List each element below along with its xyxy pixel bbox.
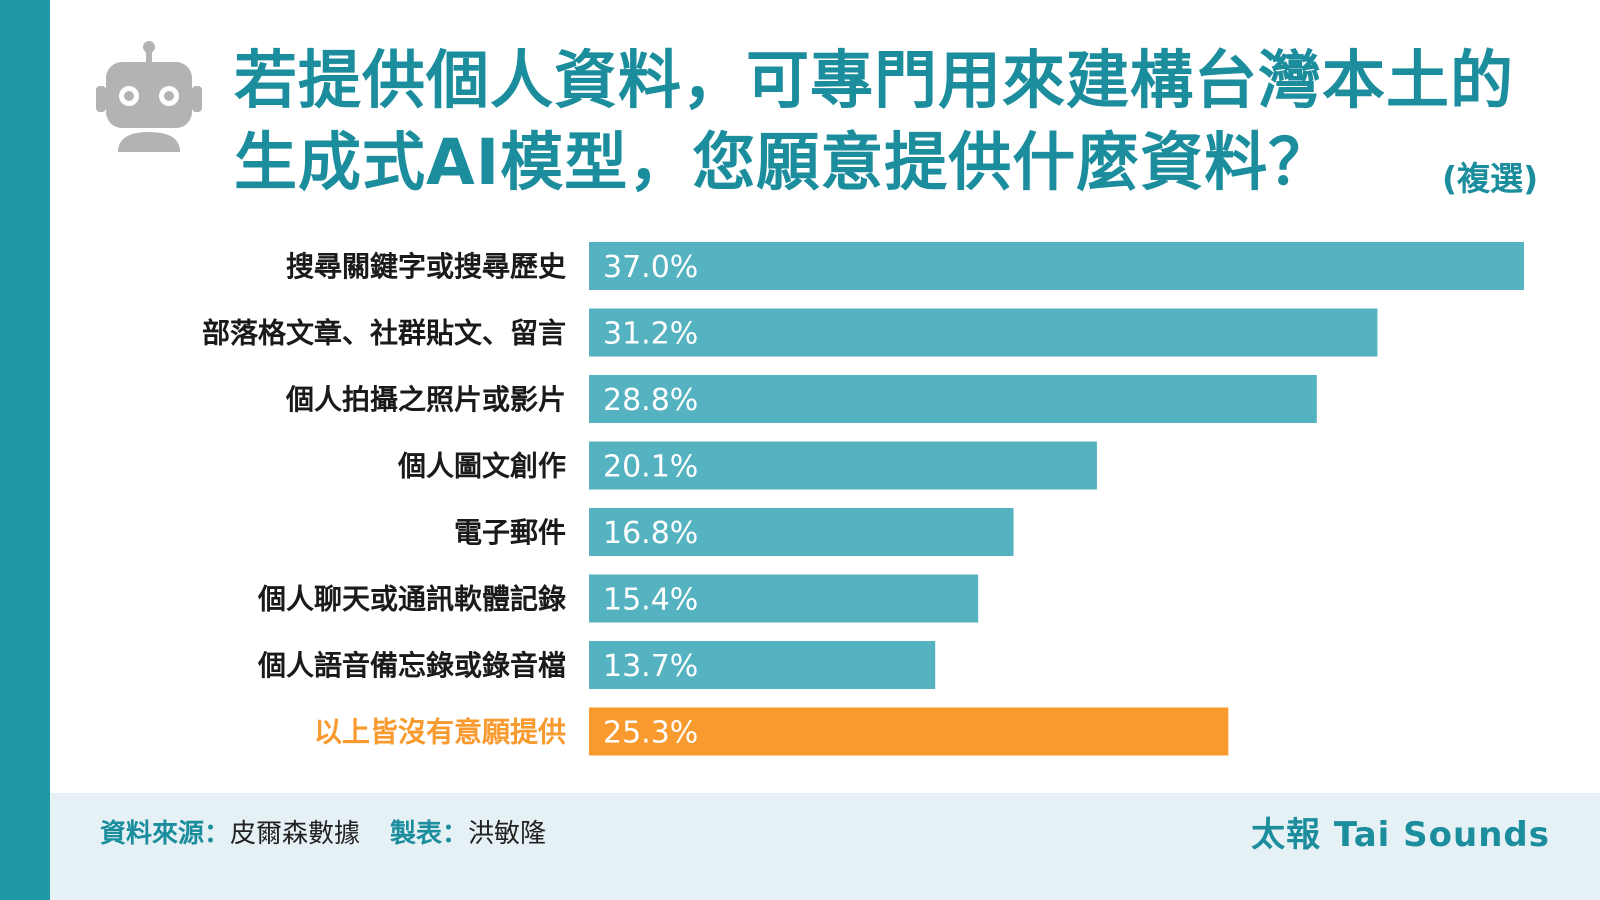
maker-key: 製表： — [390, 819, 469, 849]
bar-chart: 搜尋關鍵字或搜尋歷史 37.0% 部落格文章、社群貼文、留言 31.2% 個人拍攝之照片… — [202, 242, 1524, 756]
bar-2 — [589, 375, 1317, 423]
category-label-1: 部落格文章、社群貼文、留言 — [202, 317, 566, 350]
category-label-5: 個人聊天或通訊軟體記錄 — [257, 583, 566, 616]
source-credit: 資料來源：皮爾森數據 製表：洪敏隆 — [100, 813, 546, 850]
value-label-4: 16.8% — [603, 516, 698, 551]
value-label-6: 13.7% — [603, 649, 698, 684]
robot-icon — [96, 41, 202, 152]
footer: 資料來源：皮爾森數據 製表：洪敏隆 太報 Tai Sounds — [50, 793, 1600, 900]
value-label-3: 20.1% — [603, 450, 698, 485]
bar-6 — [589, 641, 936, 689]
value-label-7: 25.3% — [603, 716, 698, 751]
brand-logo-text: 太報 Tai Sounds — [1251, 815, 1550, 855]
chart-title: 若提供個人資料，可專門用來建構台灣本土的 生成式AI模型，您願意提供什麼資料？ — [234, 40, 1554, 204]
category-label-6: 個人語音備忘錄或錄音檔 — [257, 649, 566, 682]
bar-5 — [589, 574, 979, 623]
category-label-3: 個人圖文創作 — [397, 450, 566, 483]
source-value: 皮爾森數據 — [230, 819, 361, 849]
bar-4 — [589, 508, 1014, 556]
category-label-7: 以上皆沒有意願提供 — [314, 716, 566, 749]
title-line-2: 生成式AI模型，您願意提供什麼資料？ — [234, 126, 1333, 199]
source-key: 資料來源： — [100, 819, 231, 849]
value-label-5: 15.4% — [603, 583, 698, 618]
category-label-0: 搜尋關鍵字或搜尋歷史 — [286, 250, 566, 283]
maker-value: 洪敏隆 — [468, 819, 547, 849]
category-label-4: 電子郵件 — [454, 516, 566, 549]
value-label-2: 28.8% — [603, 383, 698, 418]
bar-0 — [589, 242, 1524, 290]
multi-select-note: (複選) — [1442, 159, 1539, 198]
value-label-0: 37.0% — [603, 250, 698, 285]
title-line-1: 若提供個人資料，可專門用來建構台灣本土的 — [234, 44, 1514, 117]
bar-3 — [589, 441, 1097, 490]
left-accent-stripe — [0, 0, 50, 900]
bar-7 — [589, 707, 1229, 756]
bar-1 — [589, 308, 1378, 357]
category-label-2: 個人拍攝之照片或影片 — [285, 383, 566, 416]
value-label-1: 31.2% — [603, 317, 698, 352]
